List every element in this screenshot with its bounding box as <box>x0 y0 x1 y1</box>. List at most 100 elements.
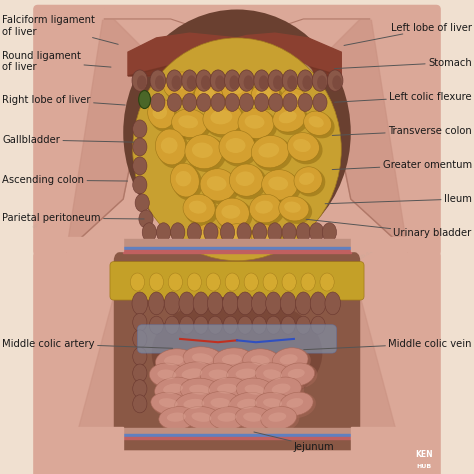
Ellipse shape <box>164 292 180 315</box>
Ellipse shape <box>165 316 179 334</box>
Ellipse shape <box>174 392 216 417</box>
Ellipse shape <box>322 223 337 242</box>
Ellipse shape <box>223 80 255 105</box>
Ellipse shape <box>157 130 189 168</box>
Ellipse shape <box>229 75 239 90</box>
Ellipse shape <box>286 398 303 408</box>
Text: KEN: KEN <box>415 450 433 459</box>
Ellipse shape <box>210 407 247 429</box>
FancyBboxPatch shape <box>33 251 441 474</box>
Polygon shape <box>38 427 123 474</box>
Ellipse shape <box>210 398 230 408</box>
Ellipse shape <box>196 226 226 253</box>
Ellipse shape <box>155 129 186 165</box>
Ellipse shape <box>183 347 225 372</box>
Ellipse shape <box>151 93 165 111</box>
Text: Gallbladder: Gallbladder <box>2 135 134 145</box>
Ellipse shape <box>283 93 297 111</box>
Ellipse shape <box>156 349 198 376</box>
Text: Parietal peritoneum: Parietal peritoneum <box>2 213 144 223</box>
Ellipse shape <box>255 392 293 415</box>
Ellipse shape <box>296 292 311 315</box>
Ellipse shape <box>252 316 266 334</box>
Ellipse shape <box>180 316 194 334</box>
Ellipse shape <box>237 292 253 315</box>
Ellipse shape <box>183 194 215 223</box>
Ellipse shape <box>280 292 296 315</box>
Ellipse shape <box>172 75 181 90</box>
Ellipse shape <box>207 176 227 191</box>
Text: Right lobe of liver: Right lobe of liver <box>2 94 125 105</box>
Ellipse shape <box>244 349 283 376</box>
Ellipse shape <box>256 363 296 391</box>
Ellipse shape <box>200 363 240 388</box>
Ellipse shape <box>256 60 313 87</box>
Ellipse shape <box>137 75 146 90</box>
Text: Ascending colon: Ascending colon <box>2 175 128 185</box>
Ellipse shape <box>289 134 323 164</box>
Ellipse shape <box>187 223 201 242</box>
Polygon shape <box>322 9 408 251</box>
Text: Left colic flexure: Left colic flexure <box>335 91 472 102</box>
Ellipse shape <box>281 392 316 418</box>
Ellipse shape <box>220 132 258 167</box>
Ellipse shape <box>149 292 164 315</box>
Text: www.kenhub.com: www.kenhub.com <box>46 386 96 420</box>
Ellipse shape <box>312 70 328 91</box>
Ellipse shape <box>274 107 309 135</box>
Ellipse shape <box>196 85 226 109</box>
Ellipse shape <box>204 104 246 138</box>
Ellipse shape <box>133 176 147 194</box>
Polygon shape <box>351 237 436 251</box>
Ellipse shape <box>156 223 171 242</box>
Ellipse shape <box>225 93 239 111</box>
Ellipse shape <box>170 78 188 90</box>
Ellipse shape <box>200 229 215 242</box>
Ellipse shape <box>209 377 248 402</box>
Ellipse shape <box>133 364 147 382</box>
Ellipse shape <box>281 198 312 224</box>
Ellipse shape <box>189 201 207 214</box>
Ellipse shape <box>164 72 197 99</box>
Ellipse shape <box>296 316 310 334</box>
Ellipse shape <box>132 292 147 315</box>
Polygon shape <box>322 9 436 251</box>
Polygon shape <box>123 239 351 247</box>
Ellipse shape <box>228 392 268 417</box>
Ellipse shape <box>211 93 225 111</box>
Polygon shape <box>66 261 152 474</box>
Ellipse shape <box>148 99 174 129</box>
Ellipse shape <box>166 70 182 91</box>
Text: www.kenhub.com: www.kenhub.com <box>70 291 120 325</box>
Ellipse shape <box>244 273 258 291</box>
Text: www.kenhub.com: www.kenhub.com <box>330 244 381 278</box>
Ellipse shape <box>138 91 151 109</box>
Text: Ileum: Ileum <box>325 194 472 204</box>
Ellipse shape <box>255 363 293 388</box>
Ellipse shape <box>218 412 237 422</box>
Ellipse shape <box>173 362 217 390</box>
Ellipse shape <box>279 196 309 221</box>
Ellipse shape <box>327 70 343 91</box>
Text: Middle colic artery: Middle colic artery <box>2 338 173 349</box>
Ellipse shape <box>180 378 222 403</box>
Ellipse shape <box>239 93 254 111</box>
Ellipse shape <box>204 223 218 242</box>
Polygon shape <box>123 428 351 434</box>
Ellipse shape <box>268 223 282 242</box>
Ellipse shape <box>236 407 276 432</box>
Text: www.kenhub.com: www.kenhub.com <box>60 68 110 102</box>
Ellipse shape <box>265 292 282 315</box>
Text: Falciform ligament
of liver: Falciform ligament of liver <box>2 15 118 45</box>
Ellipse shape <box>215 75 225 90</box>
Ellipse shape <box>217 384 237 393</box>
Ellipse shape <box>123 9 351 256</box>
Text: Urinary bladder: Urinary bladder <box>306 219 472 238</box>
Ellipse shape <box>302 75 312 90</box>
Ellipse shape <box>222 224 252 250</box>
Ellipse shape <box>215 198 249 228</box>
Ellipse shape <box>317 75 327 90</box>
Ellipse shape <box>243 412 262 422</box>
Ellipse shape <box>263 273 277 291</box>
Ellipse shape <box>163 383 183 394</box>
